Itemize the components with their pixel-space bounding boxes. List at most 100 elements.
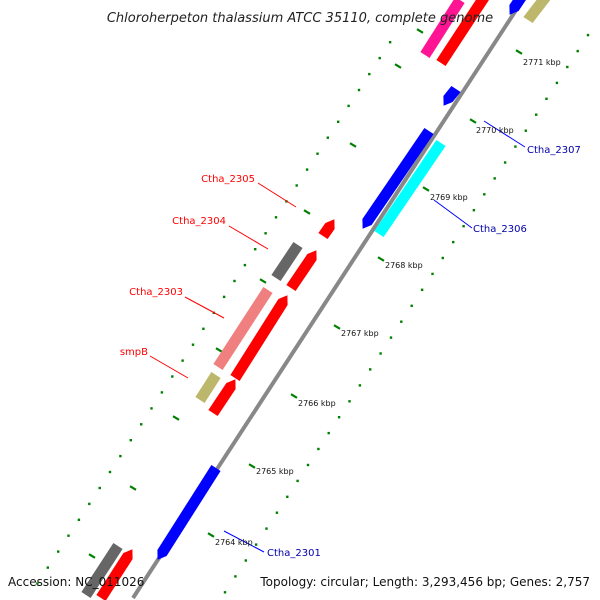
gene-label-ctha-2306: Ctha_2306 [473,224,527,235]
tick-dot [420,288,424,291]
tick-dot [191,343,195,346]
tick-dot [243,263,247,267]
ruler-tick [88,553,96,559]
ruler-label-2766: 2766 kbp [298,399,336,408]
tick-dot [545,97,548,100]
tick-dot [514,145,517,148]
tick-dot [378,56,381,60]
tick-dot [483,193,486,196]
tick-dot [357,88,361,92]
gene-label-ctha-2305: Ctha_2305 [201,174,255,185]
gene-label-smpb: smpB [120,347,148,358]
tick-dot [431,272,434,276]
gene-bar-smpb-fwd [208,379,236,416]
ruler-tick [422,186,430,192]
tick-dot [306,463,310,467]
tick-dot [524,129,527,132]
ruler-tick [215,347,223,353]
tick-dot [222,295,226,299]
ruler-tick [349,142,357,148]
ruler-tick [469,118,477,124]
gene-bar-ctha-2305 [318,219,335,239]
tick-dot [472,209,476,212]
tick-dot [57,550,60,553]
tick-dot [317,447,320,451]
tick-dot [503,161,507,164]
gene-label-ctha-2304: Ctha_2304 [172,216,226,227]
tick-dot [140,423,143,426]
tick-dot [171,375,174,378]
gene-bar-smpb [195,372,221,403]
gene-label-ctha-2301: Ctha_2301 [267,548,321,559]
gene-bar-top-khaki [523,0,551,23]
tick-dot [369,368,372,371]
ruler-tick [377,256,385,262]
tick-dot [234,575,237,578]
tick-dot [88,502,91,506]
tick-dot [535,113,538,116]
accession-text: Accession: NC_011026 [8,575,144,589]
tick-dot [337,416,341,419]
ruler-tick [248,463,256,469]
map-title: Chloroherpeton thalassium ATCC 35110, co… [107,11,493,26]
gene-bar-top-magenta [420,0,465,58]
label-leaders [149,120,526,553]
tick-dot [275,511,279,514]
tick-dots [36,33,590,594]
ruler-label-2764: 2764 kbp [215,538,253,547]
gene-bar-top-blue [509,0,526,15]
ruler-tick [515,49,523,55]
tick-dot [46,566,49,569]
genome-summary-text: Topology: circular; Length: 3,293,456 bp… [259,575,590,589]
gene-bar-ctha-2304 [271,242,303,281]
tick-dot [150,407,153,410]
ruler-tick [207,532,215,538]
gene-label-ctha-2307: Ctha_2307 [527,145,581,156]
gene-bar-bottom-red [96,549,133,600]
tick-dot [462,225,465,228]
gene-bar-ctha-2303-fwd [230,295,288,381]
tick-dot [368,72,371,76]
tick-dot [316,152,319,155]
ruler-tick [172,415,180,421]
tick-dot [181,359,184,362]
ruler-label-2769: 2769 kbp [430,193,468,202]
tick-dot [223,591,227,594]
tick-dot [296,479,299,483]
tick-dot [36,582,39,585]
tick-dot [326,136,329,139]
tick-dot [77,518,81,521]
tick-dot [265,527,268,530]
tick-dot [493,177,496,180]
tick-dot [348,400,351,403]
tick-dot [337,120,340,123]
tick-dot [388,41,392,44]
tick-dot [347,104,350,108]
ruler-tick [303,209,311,215]
tick-dot [264,232,267,235]
tick-dot [441,256,444,260]
ruler-tick [129,485,137,491]
tick-dot [327,431,330,435]
ruler-label-2765: 2765 kbp [256,467,294,476]
gene-features [81,0,551,600]
ruler-tick [416,28,424,34]
tick-dot [119,454,122,458]
ruler-labels: 2764 kbp 2765 kbp 2766 kbp 2767 kbp 2768… [215,58,561,547]
gene-bar-ctha-2304-fwd [286,250,317,291]
tick-dot [244,559,247,562]
tick-dot [274,216,278,219]
tick-dot [286,495,289,498]
tick-dot [358,384,362,387]
tick-dot [160,391,164,394]
ruler-tick [259,278,267,284]
ruler-label-2771: 2771 kbp [523,58,561,67]
tick-dot [586,33,590,37]
gene-bar-top-red [436,0,489,66]
gene-bar-ctha-2301 [157,465,221,560]
ruler-ticks [88,28,523,559]
tick-dot [566,65,569,69]
tick-dot [400,320,403,323]
tick-dot [410,304,413,307]
